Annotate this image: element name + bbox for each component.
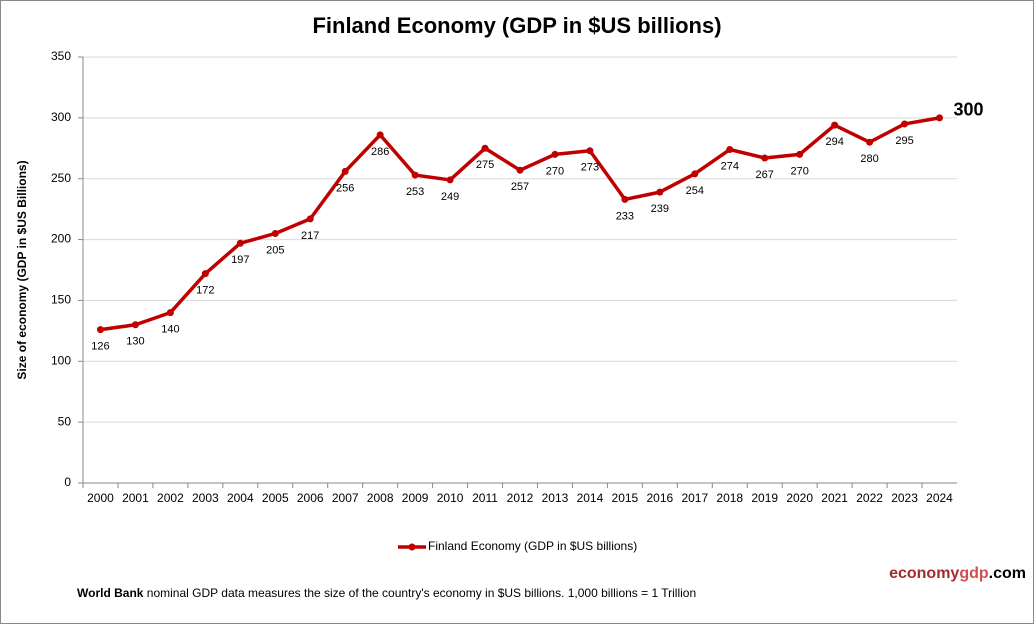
point [796, 150, 804, 158]
data-label: 294 [825, 136, 843, 148]
point [306, 215, 314, 223]
data-label: 274 [721, 160, 739, 172]
data-label: 217 [301, 230, 319, 242]
data-label: 126 [91, 341, 109, 353]
data-label: 286 [371, 146, 389, 158]
data-label: 300 [954, 100, 984, 120]
data-label: 256 [336, 182, 354, 194]
point [866, 138, 874, 146]
x-tick-label: 2015 [612, 491, 639, 505]
point [761, 154, 769, 162]
data-label: 254 [686, 185, 704, 197]
x-tick-label: 2024 [926, 491, 953, 505]
data-label: 273 [581, 162, 599, 174]
y-tick-label: 50 [58, 414, 72, 428]
point [586, 147, 594, 155]
data-label: 267 [756, 169, 774, 181]
data-label: 233 [616, 210, 634, 222]
footer-source: World Bank [77, 586, 144, 600]
data-label: 172 [196, 285, 214, 297]
point [901, 120, 909, 128]
x-tick-label: 2001 [122, 491, 149, 505]
data-label: 275 [476, 159, 494, 171]
data-label: 205 [266, 244, 284, 256]
data-label: 295 [895, 135, 913, 147]
point [411, 171, 419, 179]
point [936, 114, 944, 122]
x-tick-label: 2019 [751, 491, 778, 505]
x-tick-label: 2004 [227, 491, 254, 505]
point [726, 146, 734, 154]
point [516, 166, 524, 174]
x-tick-label: 2017 [681, 491, 708, 505]
point [201, 270, 209, 278]
legend-label: Finland Economy (GDP in $US billions) [428, 539, 637, 553]
x-tick-label: 2012 [507, 491, 534, 505]
footer: World Bank nominal GDP data measures the… [77, 586, 696, 600]
x-tick-label: 2002 [157, 491, 184, 505]
x-tick-label: 2013 [542, 491, 569, 505]
point [341, 167, 349, 175]
point [481, 144, 489, 152]
point [831, 121, 839, 129]
x-tick-label: 2009 [402, 491, 429, 505]
data-label: 270 [791, 165, 809, 177]
point [236, 239, 244, 247]
data-label: 197 [231, 254, 249, 266]
data-label: 280 [860, 153, 878, 165]
y-tick-label: 300 [51, 110, 71, 124]
point [376, 131, 384, 139]
point [656, 188, 664, 196]
data-label: 270 [546, 165, 564, 177]
x-tick-label: 2018 [716, 491, 743, 505]
point [691, 170, 699, 178]
point [446, 176, 454, 184]
data-label: 130 [126, 336, 144, 348]
x-tick-label: 2005 [262, 491, 289, 505]
x-tick-label: 2000 [87, 491, 114, 505]
y-tick-label: 0 [64, 475, 71, 489]
data-label: 249 [441, 191, 459, 203]
y-tick-label: 200 [51, 232, 71, 246]
data-label: 257 [511, 181, 529, 193]
y-tick-label: 250 [51, 171, 71, 185]
y-tick-label: 350 [51, 49, 71, 63]
footer-text: nominal GDP data measures the size of th… [147, 586, 696, 600]
brand-part: economy [889, 565, 959, 582]
data-label: 140 [161, 324, 179, 336]
point [271, 229, 279, 237]
point [551, 150, 559, 158]
x-tick-label: 2010 [437, 491, 464, 505]
x-tick-label: 2022 [856, 491, 883, 505]
x-tick-label: 2006 [297, 491, 324, 505]
y-axis-label: Size of economy (GDP in $US Billions) [15, 160, 29, 379]
x-tick-label: 2014 [577, 491, 604, 505]
point [96, 326, 104, 334]
point [166, 309, 174, 317]
x-tick-label: 2007 [332, 491, 359, 505]
x-tick-label: 2023 [891, 491, 918, 505]
x-tick-label: 2021 [821, 491, 848, 505]
point [621, 195, 629, 203]
brand-part: .com [989, 565, 1026, 582]
brand: economygdp.com [889, 565, 1026, 582]
y-tick-label: 100 [51, 353, 71, 367]
x-tick-label: 2011 [472, 491, 498, 505]
x-tick-label: 2016 [646, 491, 673, 505]
chart-title: Finland Economy (GDP in $US billions) [312, 13, 721, 38]
data-label: 253 [406, 186, 424, 198]
x-tick-label: 2003 [192, 491, 219, 505]
x-tick-label: 2008 [367, 491, 394, 505]
point [131, 321, 139, 329]
data-label: 239 [651, 203, 669, 215]
legend-marker [408, 543, 416, 551]
y-tick-label: 150 [51, 293, 71, 307]
brand-part: gdp [959, 565, 989, 582]
x-tick-label: 2020 [786, 491, 813, 505]
